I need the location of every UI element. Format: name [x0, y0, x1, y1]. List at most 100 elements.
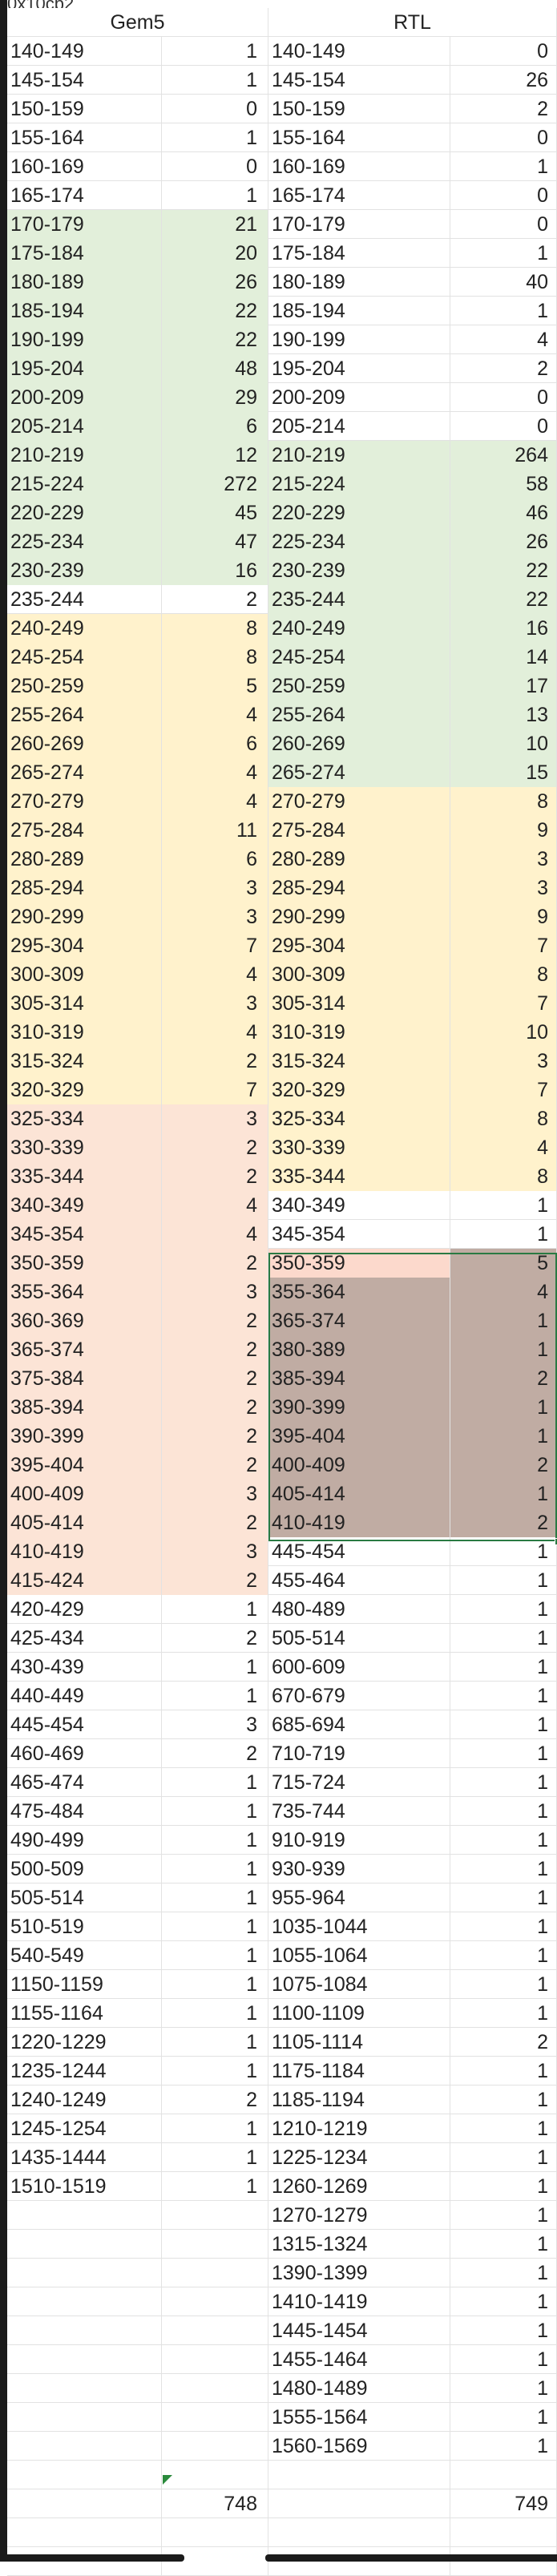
rtl-range-cell[interactable]: 250-259 — [268, 672, 450, 701]
rtl-range-cell[interactable]: 235-244 — [268, 585, 450, 614]
rtl-range-cell[interactable]: 140-149 — [268, 37, 450, 66]
gem5-count-cell[interactable]: 6 — [162, 845, 268, 874]
gem5-count-cell[interactable]: 1 — [162, 1912, 268, 1941]
gem5-range-cell[interactable]: 250-259 — [7, 672, 162, 701]
rtl-count-cell[interactable] — [450, 2518, 557, 2547]
rtl-count-cell[interactable]: 1 — [450, 2143, 557, 2172]
gem5-count-cell[interactable]: 21 — [162, 210, 268, 239]
gem5-count-cell[interactable]: 29 — [162, 383, 268, 412]
gem5-range-cell[interactable] — [7, 2432, 162, 2461]
rtl-count-cell[interactable]: 4 — [450, 1278, 557, 1306]
gem5-count-cell[interactable] — [162, 2230, 268, 2259]
gem5-range-cell[interactable] — [7, 2489, 162, 2518]
gem5-range-cell[interactable]: 235-244 — [7, 585, 162, 614]
rtl-count-cell[interactable]: 8 — [450, 960, 557, 989]
rtl-count-cell[interactable]: 8 — [450, 1104, 557, 1133]
gem5-header[interactable]: Gem5 — [7, 8, 268, 37]
rtl-count-cell[interactable]: 1 — [450, 2287, 557, 2316]
gem5-range-cell[interactable]: 210-219 — [7, 441, 162, 470]
gem5-range-cell[interactable]: 170-179 — [7, 210, 162, 239]
rtl-count-cell[interactable]: 1 — [450, 2172, 557, 2201]
gem5-count-cell[interactable] — [162, 2316, 268, 2345]
rtl-count-cell[interactable]: 8 — [450, 787, 557, 816]
gem5-count-cell[interactable]: 1 — [162, 1884, 268, 1912]
rtl-count-cell[interactable]: 1 — [450, 2374, 557, 2403]
rtl-count-cell[interactable]: 1 — [450, 297, 557, 325]
rtl-range-cell[interactable]: 1315-1324 — [268, 2230, 450, 2259]
rtl-range-cell[interactable]: 910-919 — [268, 1826, 450, 1855]
rtl-range-cell[interactable]: 410-419 — [268, 1508, 450, 1537]
gem5-count-cell[interactable]: 1 — [162, 1797, 268, 1826]
gem5-range-cell[interactable]: 265-274 — [7, 758, 162, 787]
gem5-count-cell[interactable]: 1 — [162, 2057, 268, 2085]
gem5-range-cell[interactable]: 320-329 — [7, 1076, 162, 1104]
rtl-count-cell[interactable]: 9 — [450, 902, 557, 931]
gem5-count-cell[interactable] — [162, 2518, 268, 2547]
rtl-count-cell[interactable]: 26 — [450, 66, 557, 95]
gem5-range-cell[interactable]: 295-304 — [7, 931, 162, 960]
rtl-count-cell[interactable]: 749 — [450, 2489, 557, 2518]
gem5-count-cell[interactable]: 4 — [162, 1191, 268, 1220]
rtl-range-cell[interactable]: 300-309 — [268, 960, 450, 989]
gem5-count-cell[interactable] — [162, 2432, 268, 2461]
gem5-count-cell[interactable]: 1 — [162, 2143, 268, 2172]
gem5-range-cell[interactable] — [7, 2461, 162, 2489]
gem5-range-cell[interactable]: 505-514 — [7, 1884, 162, 1912]
rtl-count-cell[interactable]: 1 — [450, 2345, 557, 2374]
gem5-count-cell[interactable]: 1 — [162, 1999, 268, 2028]
gem5-count-cell[interactable]: 4 — [162, 1018, 268, 1047]
gem5-count-cell[interactable]: 0 — [162, 95, 268, 123]
rtl-range-cell[interactable]: 1100-1109 — [268, 1999, 450, 2028]
gem5-range-cell[interactable]: 325-334 — [7, 1104, 162, 1133]
gem5-range-cell[interactable]: 1245-1254 — [7, 2114, 162, 2143]
gem5-range-cell[interactable]: 1220-1229 — [7, 2028, 162, 2057]
gem5-count-cell[interactable]: 3 — [162, 989, 268, 1018]
gem5-count-cell[interactable]: 3 — [162, 1278, 268, 1306]
rtl-count-cell[interactable]: 0 — [450, 210, 557, 239]
rtl-count-cell[interactable]: 22 — [450, 585, 557, 614]
gem5-count-cell[interactable]: 2 — [162, 2085, 268, 2114]
rtl-count-cell[interactable]: 0 — [450, 37, 557, 66]
gem5-range-cell[interactable]: 355-364 — [7, 1278, 162, 1306]
rtl-range-cell[interactable]: 1480-1489 — [268, 2374, 450, 2403]
rtl-count-cell[interactable]: 0 — [450, 412, 557, 441]
rtl-count-cell[interactable]: 3 — [450, 845, 557, 874]
gem5-range-cell[interactable] — [7, 2547, 162, 2576]
rtl-count-cell[interactable]: 3 — [450, 1047, 557, 1076]
rtl-count-cell[interactable]: 2 — [450, 1364, 557, 1393]
gem5-range-cell[interactable] — [7, 2403, 162, 2432]
gem5-range-cell[interactable]: 255-264 — [7, 701, 162, 729]
rtl-count-cell[interactable]: 10 — [450, 1018, 557, 1047]
rtl-count-cell[interactable]: 1 — [450, 2259, 557, 2287]
gem5-count-cell[interactable]: 2 — [162, 1508, 268, 1537]
rtl-count-cell[interactable]: 7 — [450, 1076, 557, 1104]
gem5-range-cell[interactable]: 540-549 — [7, 1941, 162, 1970]
gem5-range-cell[interactable]: 365-374 — [7, 1335, 162, 1364]
gem5-range-cell[interactable]: 330-339 — [7, 1133, 162, 1162]
rtl-count-cell[interactable]: 1 — [450, 1912, 557, 1941]
rtl-range-cell[interactable]: 295-304 — [268, 931, 450, 960]
gem5-count-cell[interactable]: 4 — [162, 701, 268, 729]
gem5-count-cell[interactable] — [162, 2547, 268, 2576]
rtl-count-cell[interactable]: 1 — [450, 2230, 557, 2259]
gem5-range-cell[interactable]: 430-439 — [7, 1653, 162, 1682]
rtl-count-cell[interactable]: 2 — [450, 354, 557, 383]
gem5-range-cell[interactable] — [7, 2316, 162, 2345]
rtl-count-cell[interactable]: 58 — [450, 470, 557, 499]
rtl-range-cell[interactable]: 350-359 — [268, 1249, 450, 1278]
gem5-range-cell[interactable]: 215-224 — [7, 470, 162, 499]
rtl-range-cell[interactable]: 145-154 — [268, 66, 450, 95]
rtl-count-cell[interactable]: 4 — [450, 325, 557, 354]
gem5-count-cell[interactable]: 1 — [162, 1970, 268, 1999]
rtl-range-cell[interactable]: 1445-1454 — [268, 2316, 450, 2345]
rtl-range-cell[interactable]: 215-224 — [268, 470, 450, 499]
gem5-count-cell[interactable]: 2 — [162, 1306, 268, 1335]
rtl-count-cell[interactable]: 22 — [450, 556, 557, 585]
rtl-range-cell[interactable]: 365-374 — [268, 1306, 450, 1335]
rtl-count-cell[interactable]: 1 — [450, 1306, 557, 1335]
gem5-count-cell[interactable]: 1 — [162, 1826, 268, 1855]
rtl-range-cell[interactable]: 1270-1279 — [268, 2201, 450, 2230]
rtl-range-cell[interactable]: 445-454 — [268, 1537, 450, 1566]
gem5-range-cell[interactable]: 1235-1244 — [7, 2057, 162, 2085]
gem5-range-cell[interactable]: 360-369 — [7, 1306, 162, 1335]
